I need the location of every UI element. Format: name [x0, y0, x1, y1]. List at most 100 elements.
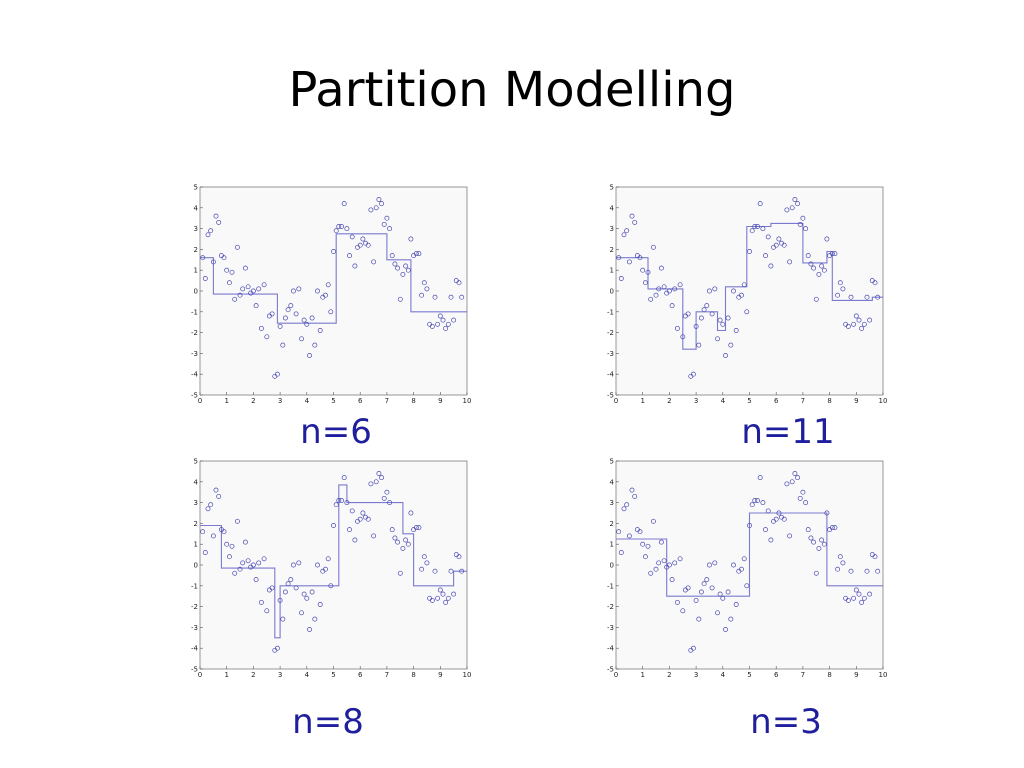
slide-title: Partition Modelling	[288, 62, 736, 118]
data-point	[437, 587, 443, 593]
data-point	[648, 570, 654, 576]
y-tick-label: -4	[607, 645, 615, 653]
data-point	[677, 556, 683, 562]
data-point	[256, 286, 262, 292]
data-point	[861, 321, 867, 327]
data-point	[392, 261, 398, 267]
y-tick-label: -3	[607, 350, 614, 358]
x-tick-label: 8	[411, 397, 415, 405]
y-tick-label: 2	[610, 520, 614, 528]
data-point	[797, 495, 803, 501]
data-point	[202, 550, 208, 555]
data-point	[429, 597, 435, 603]
data-point	[205, 506, 211, 512]
data-point	[240, 560, 246, 566]
data-point	[773, 242, 779, 248]
data-point	[669, 577, 675, 583]
x-tick-label: 10	[879, 397, 888, 405]
data-point	[805, 253, 811, 259]
data-point	[368, 207, 374, 213]
data-point	[451, 591, 457, 597]
data-point	[803, 226, 809, 232]
data-point	[232, 296, 238, 302]
y-tick-label: 2	[194, 520, 198, 528]
data-point	[760, 500, 766, 506]
data-point	[648, 296, 654, 302]
data-point	[331, 523, 336, 528]
data-point	[704, 577, 710, 583]
data-point	[629, 213, 635, 219]
data-point	[421, 554, 427, 560]
data-point	[640, 541, 646, 547]
data-point	[792, 471, 798, 476]
data-point	[213, 213, 219, 219]
data-point	[715, 610, 720, 616]
data-point	[824, 236, 830, 242]
data-point	[845, 323, 851, 329]
y-tick-label: 1	[610, 541, 614, 549]
data-point	[416, 251, 422, 257]
data-point	[245, 284, 251, 290]
data-point	[408, 236, 414, 242]
data-point	[395, 539, 401, 545]
data-point	[851, 595, 857, 601]
x-tick-label: 3	[278, 397, 282, 405]
data-point	[264, 334, 270, 340]
x-tick-label: 1	[224, 397, 228, 405]
data-point	[451, 317, 457, 323]
data-point	[840, 560, 846, 566]
data-point	[216, 493, 222, 499]
data-point	[282, 589, 288, 595]
data-point	[328, 583, 334, 589]
y-tick-label: -5	[191, 666, 198, 674]
data-point	[315, 562, 320, 568]
data-point	[352, 537, 358, 543]
chart-caption-n6: n=6	[300, 412, 372, 452]
data-point	[232, 570, 238, 576]
data-point	[837, 280, 843, 286]
step-fit-line	[200, 233, 467, 324]
data-point	[312, 342, 318, 348]
data-point	[744, 583, 750, 589]
y-tick-label: 4	[610, 204, 615, 212]
data-point	[237, 292, 243, 298]
y-tick-label: -5	[191, 392, 198, 400]
x-tick-label: 0	[198, 397, 202, 405]
data-point	[773, 516, 779, 522]
data-point	[256, 560, 262, 566]
data-point	[395, 265, 401, 271]
data-point	[381, 495, 387, 501]
y-tick-label: -4	[607, 371, 615, 379]
data-point	[443, 325, 449, 331]
data-point	[765, 234, 771, 240]
data-point	[416, 525, 422, 531]
data-point	[672, 560, 678, 566]
data-point	[787, 259, 793, 265]
data-point	[789, 205, 795, 211]
x-tick-label: 2	[251, 397, 255, 405]
data-point	[242, 539, 248, 545]
data-point	[861, 595, 867, 601]
data-point	[226, 280, 232, 286]
data-point	[282, 315, 288, 321]
data-point	[389, 253, 395, 259]
data-point	[848, 294, 854, 300]
data-point	[384, 489, 390, 495]
y-tick-label: -1	[191, 308, 198, 316]
data-point	[293, 311, 299, 317]
data-point	[448, 568, 454, 574]
data-point	[856, 317, 862, 323]
data-point	[829, 251, 835, 257]
data-point	[403, 537, 409, 543]
y-tick-label: 0	[610, 288, 614, 296]
data-point	[290, 288, 296, 294]
data-point	[811, 265, 817, 271]
data-point	[384, 215, 390, 221]
data-point	[755, 224, 760, 229]
data-point	[797, 221, 803, 227]
data-point	[301, 591, 307, 597]
data-point	[339, 224, 344, 229]
data-point	[397, 570, 403, 576]
